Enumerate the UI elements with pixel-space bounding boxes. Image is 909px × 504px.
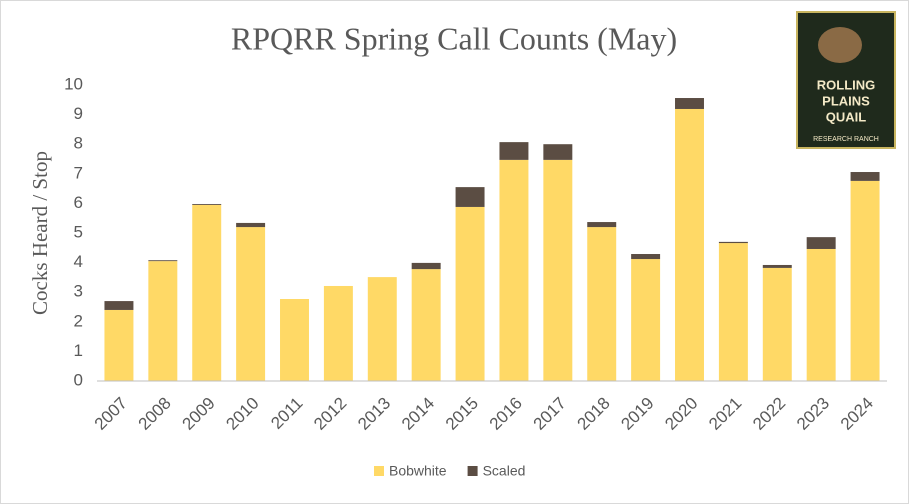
y-tick-label: 7 [74,163,83,182]
bar-segment [148,260,178,262]
bar-segment [104,309,134,381]
logo-text: ROLLING [817,77,876,92]
y-tick-label: 9 [74,104,83,123]
bar-segment [631,259,661,381]
bar-segment [236,227,266,381]
legend-swatch [467,466,478,476]
bar-segment [631,254,661,260]
legend-swatch [374,466,384,476]
bar-segment [543,159,573,381]
bar-segment [762,264,792,268]
bar-segment [367,277,397,381]
bar-segment [411,269,441,381]
bar-segment [675,108,704,381]
bar-segment [323,285,353,381]
bar-segment [675,98,704,109]
bar-segment [104,301,134,310]
y-tick-label: 3 [74,282,83,301]
bar-segment [192,204,222,381]
bar-segment [850,180,880,381]
y-tick-label: 10 [64,74,83,93]
bar-segment [148,261,178,381]
logo: ROLLING PLAINS QUAIL RESEARCH RANCH [796,11,896,149]
bar-segment [587,222,617,228]
y-tick-label: 6 [74,193,83,212]
chart-title: RPQRR Spring Call Counts (May) [231,20,677,56]
bar-segment [850,172,880,181]
bar-segment [455,187,485,207]
bar-segment [411,262,441,270]
y-tick-label: 4 [74,252,83,271]
bar-segment [806,248,836,381]
y-tick-label: 8 [74,134,83,153]
bar-segment [718,243,748,381]
bar-segment [236,222,266,228]
bar-segment [455,206,485,381]
bar-segment [499,142,529,160]
bar-segment [762,267,792,381]
bar-segment [543,144,573,160]
y-tick-label: 2 [74,311,83,330]
legend-label: Bobwhite [389,463,447,479]
y-tick-label: 1 [74,341,83,360]
logo-text: PLAINS [822,93,870,108]
bar-segment [587,227,617,381]
bar-segment [192,203,222,205]
logo-bird [818,27,862,63]
bar-segment [718,241,748,244]
bar-segment [806,237,836,249]
y-tick-label: 0 [74,370,83,389]
logo-text: RESEARCH RANCH [813,136,879,143]
bar-segment [280,299,309,381]
legend-label: Scaled [483,463,526,479]
logo-text: QUAIL [826,109,867,124]
bar-segment [499,159,529,381]
y-axis-label: Cocks Heard / Stop [28,151,52,315]
y-tick-label: 5 [74,222,83,241]
